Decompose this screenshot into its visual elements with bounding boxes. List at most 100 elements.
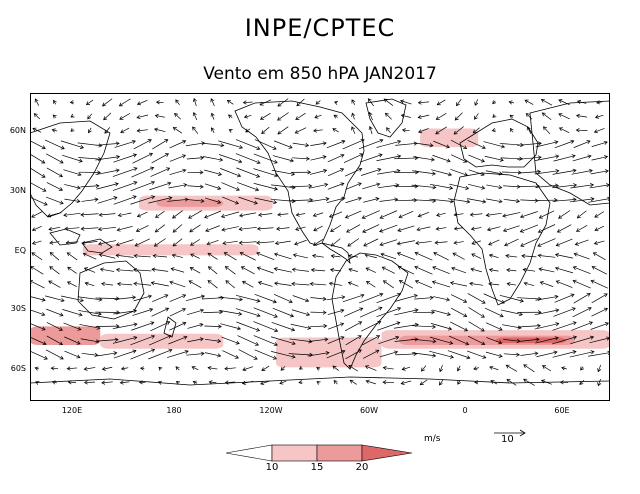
wind-vector-arrowhead [205,228,210,232]
wind-vector-arrow [169,281,186,288]
wind-vector-arrowhead [400,380,405,385]
wind-vector-arrow [430,323,452,330]
wind-vector-arrowhead [463,299,468,303]
wind-vector-arrow [238,196,258,204]
wind-vector-arrowhead [309,281,314,287]
wind-vector-arrow [295,112,306,120]
wind-vector-arrowhead [98,212,103,217]
wind-vector-arrow [433,296,450,301]
wind-vector-arrow [53,100,57,105]
wind-vector-arrow [436,227,447,230]
wind-vector-arrowhead [488,241,493,246]
wind-vector-arrow [49,252,60,261]
wind-vector-arrowhead [83,380,88,385]
wind-vector-arrowhead [114,182,119,187]
wind-vector-arrow [218,154,242,163]
wind-vector-arrow [193,381,198,384]
wind-vector-arrowhead [454,116,459,121]
wind-vector-arrow [365,365,377,371]
wind-vector-arrowhead [517,325,522,330]
wind-vector-arrowhead [573,183,578,188]
wind-vector-arrow [270,336,296,345]
wind-vector-arrow [402,129,410,132]
wind-vector-arrow [274,268,292,273]
wind-vector-arrow [187,338,204,343]
wind-vector-arrowhead [81,240,86,246]
wind-vector-arrowhead [431,171,436,176]
wind-vector-arrow [436,112,447,120]
wind-vector-arrowhead [50,366,55,371]
wind-vector-arrow [345,182,362,190]
wind-vector-arrowhead [498,326,503,331]
wind-vector-arrowhead [377,320,382,325]
wind-vector-arrow [383,367,394,370]
wind-vector-arrow [415,241,432,244]
figure-title: INPE/CPTEC [244,14,396,42]
wind-vector-arrowhead [500,299,505,304]
wind-vector-arrowhead [364,365,370,370]
wind-vector-arrowhead [488,253,493,258]
wind-vector-arrow [326,140,345,149]
wind-vector-arrowhead [272,146,277,150]
wind-vector-arrowhead [586,140,591,145]
wind-vector-arrow [190,267,201,274]
wind-vector-arrowhead [53,99,57,104]
wind-vector-arrowhead [520,243,525,247]
wind-vector-arrowhead [296,102,301,107]
wind-vector-arrow [113,350,137,359]
wind-vector-arrow [307,352,330,357]
wind-vector-arrow [499,294,524,302]
wind-vector-arrow [149,335,172,346]
wind-vector-arrow [101,283,113,286]
wind-vector-arrow [253,335,278,346]
wind-vector-arrow [64,336,81,345]
wind-vector-arrowhead [332,365,337,370]
wind-vector-arrowhead [435,116,440,120]
wind-vector-arrowhead [340,153,345,158]
wind-vector-arrowhead [397,227,402,232]
wind-vector-arrow [254,139,277,150]
wind-vector-arrow [366,281,376,288]
wind-vector-arrowhead [541,365,547,369]
wind-vector-arrow [52,129,58,132]
wind-vector-arrow [429,183,453,189]
wind-vector-arrow [447,350,470,359]
wind-vector-arrow [67,281,77,288]
wind-vector-arrowhead [49,266,54,271]
colorbar-label-10: 10 [265,462,279,473]
wind-vector-arrowhead [60,298,65,303]
wind-vector-arrowhead [87,115,92,120]
wind-vector-arrow [235,294,260,302]
wind-vector-arrowhead [237,173,242,178]
wind-vector-arrow [171,268,185,273]
wind-vector-arrowhead [155,100,160,105]
wind-vector-arrowhead [31,252,36,257]
wind-vector-arrowhead [224,366,229,371]
wind-vector-arrowhead [154,113,159,119]
wind-vector-arrowhead [537,169,542,174]
wind-vector-arrow [327,309,344,315]
wind-vector-arrowhead [340,336,345,340]
wind-vector-arrow [175,366,180,371]
wind-vector-arrow [535,185,559,188]
wind-vector-arrow [45,153,64,164]
wind-vector-arrowhead [172,242,177,247]
wind-vector-arrowhead [445,144,450,149]
wind-vector-arrow [575,239,589,246]
wind-vector-arrow [224,252,237,261]
wind-vector-arrow [239,212,257,217]
wind-vector-arrowhead [138,380,143,385]
wind-vector-arrow [467,140,486,149]
wind-vector-arrowhead [571,307,576,312]
wind-vector-arrow [202,156,223,161]
wind-vector-arrowhead [554,183,559,188]
wind-vector-arrow [597,364,602,372]
wind-vector-arrow [572,280,591,289]
wind-vector-arrowhead [305,298,310,303]
wind-vector-arrowhead [330,242,335,247]
wind-vector-arrowhead [199,170,204,175]
wind-vector-arrowhead [558,113,563,117]
wind-vector-arrowhead [114,337,119,342]
wind-vector-arrow [351,126,356,134]
wind-vector-arrowhead [466,355,471,360]
